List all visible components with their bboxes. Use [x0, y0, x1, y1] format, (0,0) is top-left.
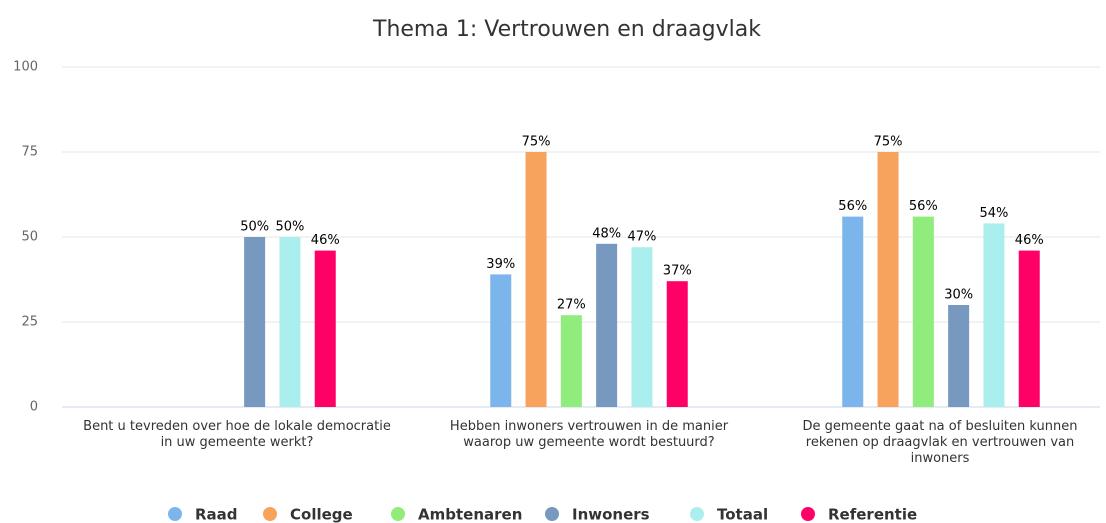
data-label: 47%: [627, 230, 656, 245]
bar: [1018, 250, 1040, 407]
data-label: 30%: [944, 288, 973, 303]
data-label: 50%: [275, 220, 304, 235]
bar: [666, 281, 688, 407]
bar: [983, 223, 1005, 407]
data-label: 56%: [838, 199, 867, 214]
data-label: 46%: [1015, 233, 1044, 248]
x-tick-label: Bent u tevreden over hoe de lokale democ…: [83, 419, 391, 450]
legend-marker: [545, 507, 559, 521]
bar: [842, 216, 864, 407]
x-tick-label: Hebben inwoners vertrouwen in de manier …: [449, 419, 729, 450]
legend-label: Inwoners: [572, 506, 650, 523]
y-tick-label: 75: [21, 145, 38, 160]
y-tick-label: 0: [30, 400, 38, 415]
legend-marker: [801, 507, 815, 521]
data-label: 48%: [592, 226, 621, 241]
legend-label: Raad: [195, 506, 238, 523]
bar: [877, 152, 899, 407]
bar: [244, 237, 266, 407]
bar: [314, 250, 336, 407]
bar: [631, 247, 653, 407]
legend-label: Totaal: [717, 506, 768, 523]
data-label: 54%: [979, 206, 1008, 221]
legend-marker: [391, 507, 405, 521]
data-label: 37%: [663, 264, 692, 279]
x-tick-label: De gemeente gaat na of besluiten kunnen …: [802, 419, 1078, 466]
data-label: 56%: [909, 199, 938, 214]
legend-marker: [263, 507, 277, 521]
data-label: 75%: [522, 135, 551, 150]
data-label: 39%: [486, 257, 515, 272]
legend-label: Ambtenaren: [418, 506, 522, 523]
legend-label: College: [290, 506, 353, 523]
y-tick-label: 25: [21, 315, 38, 330]
bar: [560, 315, 582, 407]
bar: [490, 274, 512, 407]
data-label: 46%: [311, 233, 340, 248]
bar: [596, 243, 618, 407]
bar: [948, 305, 970, 407]
chart-title: Thema 1: Vertrouwen en draagvlak: [372, 17, 761, 42]
bar: [912, 216, 934, 407]
data-label: 50%: [240, 220, 269, 235]
legend-label: Referentie: [828, 506, 917, 523]
legend-marker: [690, 507, 704, 521]
y-tick-label: 100: [13, 60, 38, 75]
bar: [279, 237, 301, 407]
legend-marker: [168, 507, 182, 521]
data-label: 27%: [557, 298, 586, 313]
y-tick-label: 50: [21, 230, 38, 245]
bar: [525, 152, 547, 407]
data-label: 75%: [874, 135, 903, 150]
